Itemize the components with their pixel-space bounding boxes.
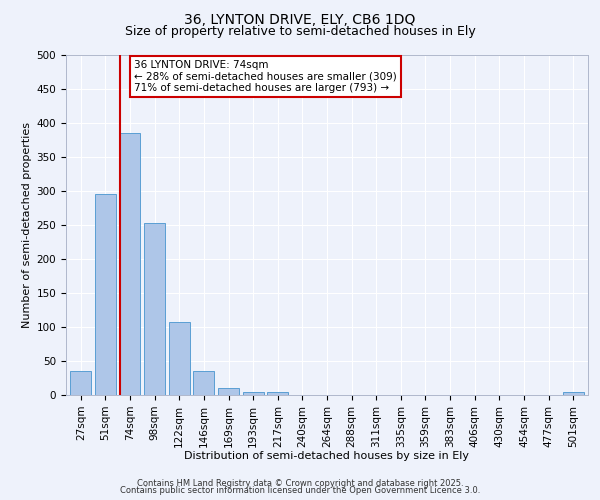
Bar xyxy=(193,371,214,395)
Text: Contains HM Land Registry data © Crown copyright and database right 2025.: Contains HM Land Registry data © Crown c… xyxy=(137,478,463,488)
Y-axis label: Number of semi-detached properties: Number of semi-detached properties xyxy=(22,122,32,328)
Text: 36, LYNTON DRIVE, ELY, CB6 1DQ: 36, LYNTON DRIVE, ELY, CB6 1DQ xyxy=(184,12,416,26)
Bar xyxy=(218,388,239,395)
Bar xyxy=(119,133,140,395)
Bar xyxy=(169,322,190,395)
Bar xyxy=(95,194,116,395)
Bar xyxy=(267,392,288,395)
Text: 36 LYNTON DRIVE: 74sqm
← 28% of semi-detached houses are smaller (309)
71% of se: 36 LYNTON DRIVE: 74sqm ← 28% of semi-det… xyxy=(134,60,397,94)
Text: Contains public sector information licensed under the Open Government Licence 3.: Contains public sector information licen… xyxy=(120,486,480,495)
Text: Size of property relative to semi-detached houses in Ely: Size of property relative to semi-detach… xyxy=(125,25,475,38)
Bar xyxy=(144,223,165,395)
Bar xyxy=(563,392,584,395)
Bar xyxy=(70,371,91,395)
X-axis label: Distribution of semi-detached houses by size in Ely: Distribution of semi-detached houses by … xyxy=(185,451,470,461)
Bar xyxy=(242,392,263,395)
